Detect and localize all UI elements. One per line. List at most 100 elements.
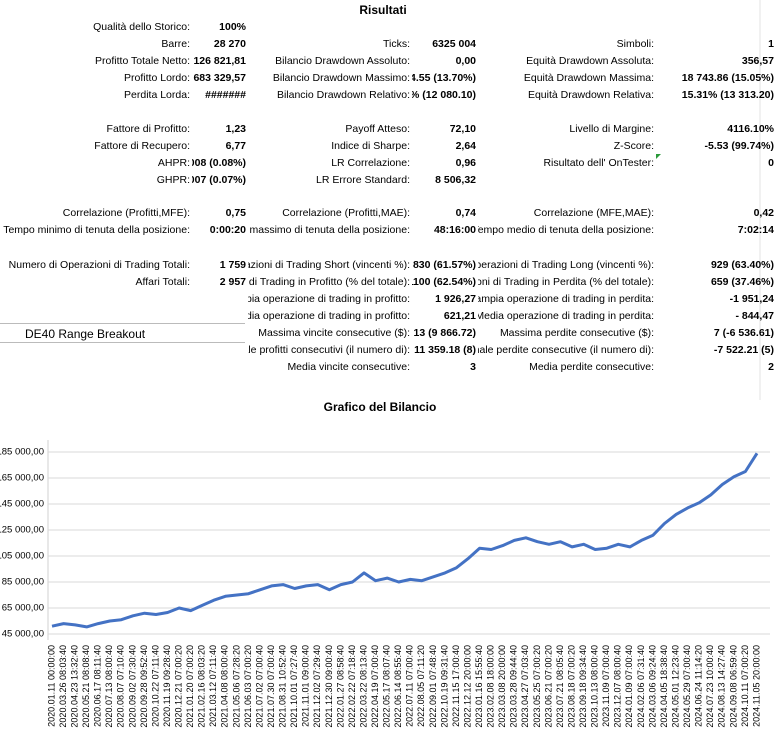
- stat-label-text: Risultato dell' OnTester:: [543, 156, 654, 169]
- stat-label-text: Media perdite consecutive:: [529, 360, 654, 373]
- stat-value-text: 008 (0.08%): [192, 156, 246, 169]
- stat-label-text: Equità Drawdown Massima:: [523, 71, 654, 84]
- x-tick-label: 2021.03.12 07:11:40: [208, 645, 218, 727]
- x-tick-label: 2022.02.22 07:18:40: [347, 645, 357, 728]
- stat-label-text: Indice di Sharpe:: [331, 139, 410, 152]
- x-tick-label: 2024.02.06 07:31:40: [636, 645, 646, 728]
- stat-label-text: Equità Drawdown Relativa:: [527, 88, 654, 101]
- stat-label: LR Correlazione:: [248, 155, 410, 172]
- x-tick-label: 2022.12.12 20:00:00: [462, 645, 472, 728]
- stat-value-text: 0,42: [753, 206, 774, 219]
- x-tick-label: 2021.12.30 09:00:40: [324, 645, 334, 728]
- stat-label: Livello di Margine:: [478, 121, 654, 138]
- x-tick-label: 2020.08.07 07:10:40: [116, 645, 126, 728]
- stat-label-text: Correlazione (Profitti,MFE):: [62, 206, 190, 219]
- stat-label: Z-Score:: [478, 138, 654, 155]
- stat-label-text: Fattore di Profitto:: [106, 122, 190, 135]
- stat-value-text: 2,64: [455, 139, 476, 152]
- stat-label: Affari Totali:: [0, 274, 190, 291]
- stat-label: Media operazione di trading in profitto:: [248, 308, 410, 325]
- stat-value: 11 359.18 (8): [412, 342, 476, 359]
- stat-label-text: Equità Drawdown Assoluta:: [526, 54, 654, 67]
- stat-value-text: 1 759: [219, 258, 246, 271]
- x-tick-label: 2024.04.05 18:38:40: [659, 645, 669, 728]
- stat-value: 4.55 (13.70%): [412, 70, 476, 87]
- stat-label: Correlazione (MFE,MAE):: [478, 205, 654, 222]
- stat-label: Massima perdite consecutive ($):: [478, 325, 654, 342]
- stat-value: #######: [192, 87, 246, 104]
- stat-value-text: 007 (0.07%): [192, 173, 246, 186]
- x-tick-label: 2024.05.01 12:23:40: [670, 645, 680, 728]
- stat-value-text: 6,77: [225, 139, 246, 152]
- stat-value-text: 48:16:00: [433, 223, 476, 236]
- y-tick-label: 185 000,00: [0, 447, 44, 458]
- stat-label: Profitto Totale Netto:: [0, 53, 190, 70]
- x-tick-label: 2022.09.01 07:48:40: [428, 645, 438, 728]
- x-tick-label: 2022.04.19 07:00:40: [370, 645, 380, 728]
- stat-value-text: 0: [768, 156, 774, 169]
- stat-value-text: 8 506,32: [435, 173, 476, 186]
- strategy-name: DE40 Range Breakout: [0, 323, 245, 343]
- stat-value-text: #######: [205, 88, 246, 101]
- x-tick-label: 2020.09.28 09:52:40: [139, 645, 149, 728]
- x-tick-label: 2023.12.07 08:00:40: [613, 645, 623, 728]
- x-tick-label: 2021.12.02 07:29:40: [312, 645, 322, 728]
- stat-label: Tempo medio di tenuta della posizione:: [478, 222, 654, 239]
- stat-value-text: 621,21: [443, 309, 476, 322]
- stat-value: 0,42: [656, 205, 774, 222]
- x-tick-label: 2020.03.26 08:03:40: [58, 645, 68, 728]
- stat-label-text: Barre:: [161, 37, 190, 50]
- x-tick-label: 2021.07.30 07:00:40: [266, 645, 276, 728]
- stat-label-text: Payoff Atteso:: [345, 122, 410, 135]
- x-tick-label: 2020.01.11 00:00:00: [46, 645, 56, 727]
- stat-value-text: 18 743.86 (15.05%): [681, 71, 774, 84]
- stat-value-text: 830 (61.57%): [412, 258, 476, 271]
- stat-label: Massimale profitti consecutivi (il numer…: [248, 342, 410, 359]
- stat-value-text: 11 359.18 (8): [414, 343, 476, 356]
- stat-value-text: -5.53 (99.74%): [704, 139, 774, 152]
- x-tick-label: 2022.11.15 17:00:40: [451, 645, 461, 727]
- stat-value-text: 0,96: [455, 156, 476, 169]
- stat-value: 1 926,27: [412, 291, 476, 308]
- stat-value-text: 6325 004: [432, 37, 476, 50]
- x-tick-label: 2024.01.09 07:00:40: [624, 645, 634, 728]
- stat-label-text: La più ampia operazione di trading in pe…: [478, 292, 654, 305]
- stat-label-text: Massima vincite consecutive ($):: [258, 326, 410, 339]
- stat-value: % (12 080.10): [412, 87, 476, 104]
- stat-label-text: Livello di Margine:: [569, 122, 654, 135]
- x-tick-label: 2024.05.29 07:00:40: [682, 645, 692, 728]
- stat-value: 1100 (62.54%): [412, 274, 476, 291]
- stat-value-text: -7 522.21 (5): [713, 343, 774, 356]
- stat-value-text: 2 957: [219, 275, 246, 288]
- stat-value-text: 2: [768, 360, 774, 373]
- stat-label: Payoff Atteso:: [248, 121, 410, 138]
- stat-label-text: Bilancio Drawdown Relativo:: [276, 88, 410, 101]
- stat-label-text: Perdita Lorda:: [124, 88, 190, 101]
- stat-label-text: Affari Totali:: [135, 275, 190, 288]
- x-tick-label: 2022.07.11 07:00:40: [405, 645, 415, 727]
- stat-value: 008 (0.08%): [192, 155, 246, 172]
- y-tick-label: 125 000,00: [0, 525, 44, 536]
- x-tick-label: 2024.10.11 07:00:20: [740, 645, 750, 727]
- stat-label: Barre:: [0, 36, 190, 53]
- stat-value-text: 1 926,27: [435, 292, 476, 305]
- x-tick-label: 2020.04.23 13:32:40: [69, 645, 79, 728]
- stat-value-text: - 844,47: [735, 309, 774, 322]
- stat-value: 15.31% (13 313.20): [656, 87, 774, 104]
- x-tick-label: 2024.11.05 20:00:00: [751, 645, 761, 727]
- stat-label-text: Numero di Operazioni di Trading Totali:: [8, 258, 190, 271]
- stat-value: -7 522.21 (5): [656, 342, 774, 359]
- balance-line: [51, 452, 759, 629]
- x-tick-label: 2023.06.21 07:00:20: [543, 645, 553, 728]
- stat-label: Bilancio Drawdown Massimo:: [248, 70, 410, 87]
- stat-value: 8 506,32: [412, 172, 476, 189]
- stat-value: 72,10: [412, 121, 476, 138]
- stat-value: 0,00: [412, 53, 476, 70]
- stat-value: 683 329,57: [192, 70, 246, 87]
- stat-label: Correlazione (Profitti,MAE):: [248, 205, 410, 222]
- stat-value-text: 0,74: [455, 206, 476, 219]
- stat-value-text: 4.55 (13.70%): [412, 71, 476, 84]
- x-tick-label: 2022.08.05 07:11:20: [416, 645, 426, 727]
- stat-value: 6325 004: [412, 36, 476, 53]
